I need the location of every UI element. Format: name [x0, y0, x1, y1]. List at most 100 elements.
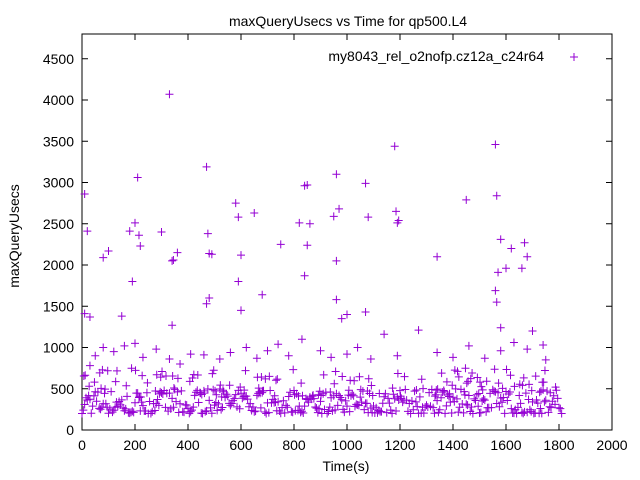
- data-point: [89, 391, 98, 400]
- data-point: [230, 394, 239, 403]
- data-point: [337, 314, 346, 323]
- data-point: [462, 195, 471, 204]
- data-point: [460, 390, 469, 399]
- data-point: [551, 400, 560, 409]
- data-point: [476, 408, 485, 417]
- data-point: [101, 385, 110, 394]
- data-point: [100, 389, 109, 398]
- data-point: [498, 398, 507, 407]
- data-point: [154, 401, 163, 410]
- data-point: [213, 406, 222, 415]
- data-point: [364, 374, 373, 383]
- data-point: [521, 389, 530, 398]
- data-point: [474, 402, 483, 411]
- data-point: [442, 401, 451, 410]
- data-point: [243, 395, 252, 404]
- data-point: [525, 380, 534, 389]
- data-point: [350, 376, 359, 385]
- data-point: [394, 216, 403, 225]
- data-point: [453, 367, 462, 376]
- data-point: [520, 238, 529, 247]
- data-point: [168, 321, 177, 330]
- data-point: [242, 343, 251, 352]
- data-point: [81, 371, 90, 380]
- data-point: [226, 348, 235, 357]
- data-point: [309, 394, 318, 403]
- data-point: [348, 390, 357, 399]
- y-axis-label: maxQueryUsecs: [6, 184, 22, 287]
- data-point: [494, 379, 503, 388]
- data-point: [158, 367, 167, 376]
- data-point: [451, 384, 460, 393]
- data-point: [256, 403, 265, 412]
- data-point: [284, 392, 293, 401]
- x-tick-label: 1800: [543, 437, 574, 453]
- data-point: [202, 162, 211, 171]
- data-point: [180, 408, 189, 417]
- data-point: [361, 179, 370, 188]
- data-point: [461, 364, 470, 373]
- data-point: [539, 385, 548, 394]
- data-point: [343, 310, 351, 319]
- data-point: [182, 401, 191, 410]
- data-point: [78, 409, 86, 418]
- data-point: [361, 308, 370, 317]
- data-point: [258, 388, 267, 397]
- data-point: [556, 404, 565, 413]
- data-point: [506, 371, 515, 380]
- data-point: [464, 391, 473, 400]
- data-point: [131, 366, 140, 375]
- data-point: [212, 390, 221, 399]
- y-tick-label: 2500: [43, 216, 74, 232]
- data-point: [215, 355, 224, 364]
- data-point: [443, 390, 452, 399]
- data-point: [91, 351, 100, 360]
- data-point: [274, 397, 283, 406]
- data-point: [437, 393, 446, 402]
- data-point: [79, 406, 88, 415]
- data-point: [290, 390, 299, 399]
- data-point: [555, 403, 563, 412]
- data-point: [201, 407, 210, 416]
- data-point: [467, 402, 476, 411]
- data-point: [422, 401, 431, 410]
- data-point: [85, 312, 94, 321]
- data-point: [419, 409, 428, 418]
- data-point: [507, 244, 516, 253]
- data-point: [527, 386, 536, 395]
- data-point: [335, 204, 344, 213]
- data-point: [433, 385, 442, 394]
- x-axis-ticks: 0 200 400 600 800 1000 1200 1400 1600 1800 2000: [78, 34, 628, 453]
- data-point: [156, 373, 165, 382]
- data-point: [503, 396, 512, 405]
- data-point: [432, 386, 441, 395]
- data-point: [152, 345, 161, 354]
- data-point: [189, 403, 198, 412]
- data-point: [136, 392, 145, 401]
- data-point: [323, 409, 332, 418]
- data-point: [85, 361, 94, 370]
- data-point: [169, 256, 178, 265]
- data-point: [173, 248, 182, 257]
- data-point: [120, 406, 129, 415]
- data-point: [472, 390, 481, 399]
- data-point: [381, 389, 390, 398]
- data-point: [260, 407, 269, 416]
- data-point: [477, 382, 486, 391]
- data-point: [392, 406, 401, 415]
- data-point: [107, 387, 116, 396]
- legend-label: my8043_rel_o2nofp.cz12a_c24r64: [328, 48, 544, 64]
- data-point: [476, 378, 485, 387]
- data-point: [401, 385, 410, 394]
- data-point: [85, 395, 94, 404]
- data-point: [396, 386, 404, 395]
- data-point: [250, 407, 259, 416]
- data-point: [241, 366, 250, 375]
- data-point: [117, 395, 126, 404]
- data-point: [380, 330, 389, 339]
- data-point: [225, 381, 234, 390]
- data-point: [208, 369, 217, 378]
- data-point: [289, 365, 298, 374]
- data-point: [223, 392, 232, 401]
- data-points: [78, 90, 566, 418]
